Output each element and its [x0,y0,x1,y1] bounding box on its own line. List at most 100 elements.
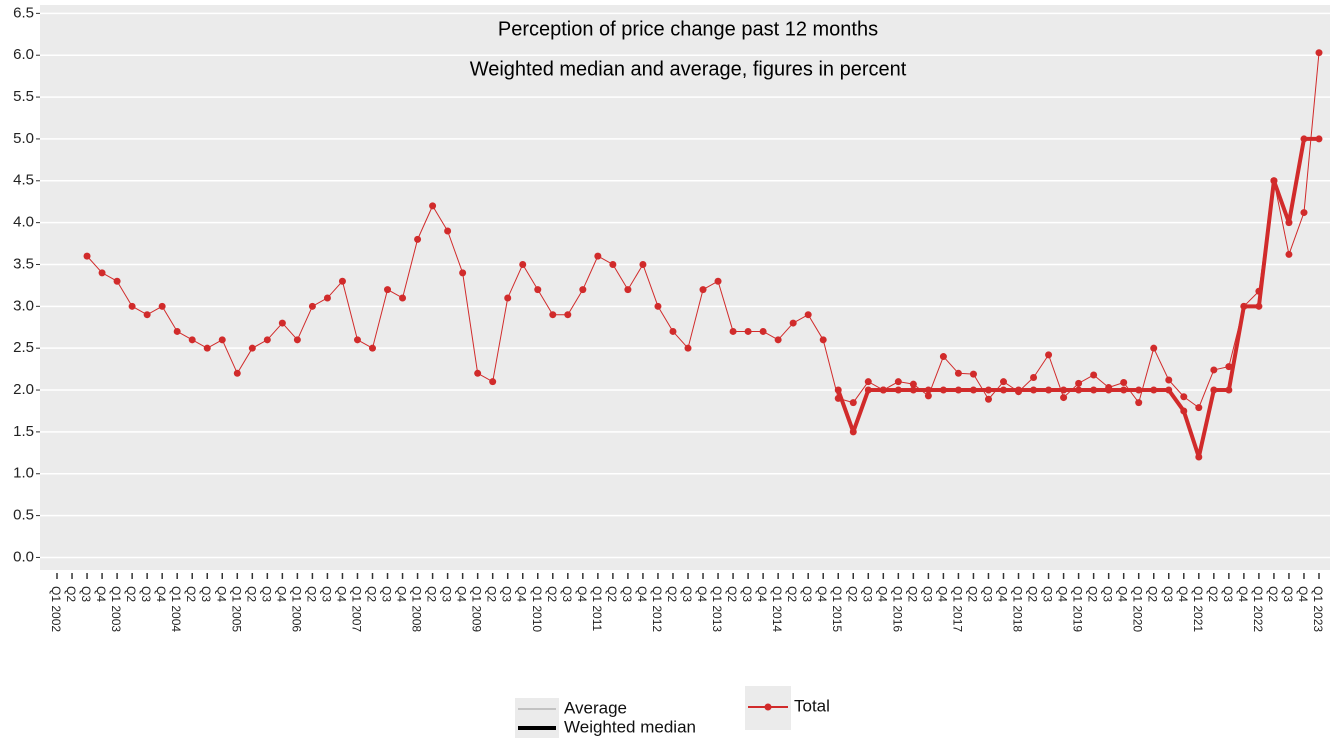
data-point [684,344,692,352]
y-tick-label: 4.0 [13,214,34,231]
data-point [323,294,331,302]
x-tick-label: Q3 [1281,586,1295,602]
data-point [1285,250,1293,258]
data-point [1195,404,1203,412]
data-point [1060,394,1068,402]
data-point [1255,287,1263,295]
data-point [759,327,767,335]
data-point [203,344,211,352]
data-point [98,269,106,277]
legend-label: Average [564,698,627,717]
x-tick-label: Q2 [124,586,138,602]
x-tick-label: Q1 2016 [890,586,904,632]
x-tick-label: Q3 [1221,586,1235,602]
data-point [1090,386,1098,394]
data-point [564,311,572,319]
x-tick-label: Q2 [545,586,559,602]
x-tick-label: Q1 2013 [710,586,724,632]
data-point [1150,386,1158,394]
x-tick-label: Q1 2009 [470,586,484,632]
x-tick-label: Q4 [94,586,108,602]
x-tick-label: Q3 [1161,586,1175,602]
data-point [834,386,842,394]
y-tick-label: 2.5 [13,339,34,356]
x-tick-label: Q4 [1236,586,1250,602]
data-point [1030,386,1038,394]
data-point [1225,386,1233,394]
legend-swatch [764,703,772,711]
data-point [218,336,226,344]
data-point [1135,386,1143,394]
x-tick-label: Q2 [605,586,619,602]
data-point [864,378,872,386]
data-point [278,319,286,327]
marks [83,49,1323,461]
y-tick-label: 5.5 [13,88,34,105]
data-point [248,344,256,352]
data-point [699,286,707,294]
y-tick-label: 0.0 [13,548,34,565]
data-point [714,277,722,285]
data-point [639,260,647,268]
x-tick-label: Q2 [665,586,679,602]
data-point [173,327,181,335]
data-point [1315,135,1323,143]
x-tick-label: Q1 2004 [169,586,183,632]
x-tick-label: Q2 [1146,586,1160,602]
x-tick-label: Q2 [725,586,739,602]
data-point [1285,219,1293,227]
x-tick-label: Q2 [365,586,379,602]
x-tick-label: Q3 [199,586,213,602]
data-point [669,327,677,335]
x-tick-label: Q4 [154,586,168,602]
x-tick-label: Q1 2021 [1191,586,1205,632]
data-point [939,353,947,361]
x-tick-label: Q3 [79,586,93,602]
data-point [1165,386,1173,394]
x-tick-label: Q1 2019 [1071,586,1085,632]
data-point [519,260,527,268]
x-tick-label: Q2 [965,586,979,602]
x-tick-label: Q2 [64,586,78,602]
x-tick-label: Q4 [815,586,829,602]
data-point [1060,386,1068,394]
data-point [1000,386,1007,394]
x-tick-label: Q4 [395,586,409,602]
legend-key-bg [515,698,559,738]
legend-label: Weighted median [564,717,696,736]
x-tick-label: Q2 [425,586,439,602]
x-tick-label: Q2 [785,586,799,602]
data-point [1120,379,1128,387]
data-point [894,386,902,394]
x-tick-label: Q1 2020 [1131,586,1145,632]
data-point [1075,386,1083,394]
data-point [1315,49,1323,57]
data-point [804,311,812,319]
x-tick-label: Q1 2007 [349,586,363,632]
x-tick-label: Q3 [560,586,574,602]
x-tick-label: Q3 [1101,586,1115,602]
data-point [549,311,557,319]
x-tick-label: Q3 [440,586,454,602]
data-point [143,311,151,319]
data-point [459,269,467,277]
data-point [1015,386,1023,394]
x-tick-label: Q4 [875,586,889,602]
x-tick-label: Q1 2012 [650,586,664,632]
data-point [113,277,121,285]
x-tick-label: Q3 [920,586,934,602]
x-tick-label: Q1 2005 [229,586,243,632]
x-tick-label: Q2 [845,586,859,602]
x-tick-label: Q2 [1206,586,1220,602]
x-tick-label: Q4 [1116,586,1130,602]
x-tick-label: Q4 [1176,586,1190,602]
data-point [879,386,887,394]
y-tick-label: 1.0 [13,465,34,482]
x-tick-label: Q4 [455,586,469,602]
data-point [444,227,452,235]
x-tick-label: Q4 [334,586,348,602]
data-point [909,380,917,388]
data-point [609,260,617,268]
data-point [1270,177,1278,185]
